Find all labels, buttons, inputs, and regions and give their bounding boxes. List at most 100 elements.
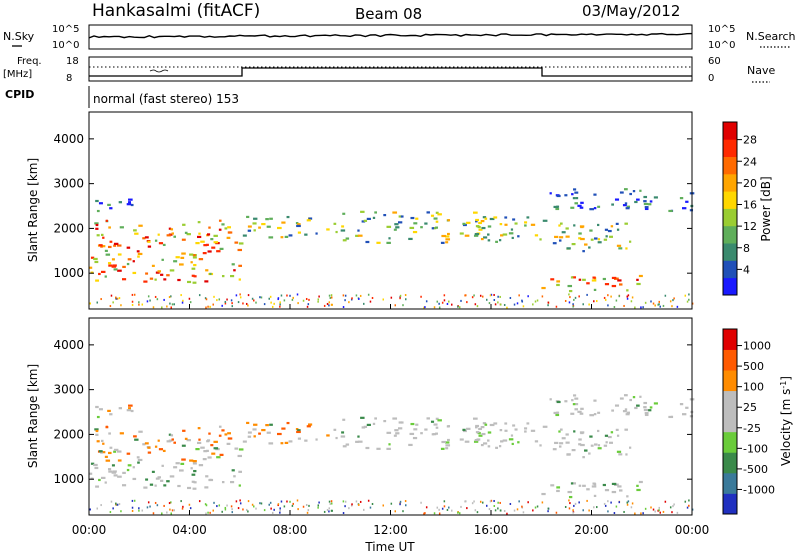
- velocity-colorbar-blocks: [723, 329, 737, 515]
- velocity-echo-cell: [198, 500, 201, 503]
- velocity-echo-cell: [685, 406, 689, 409]
- power-echo-cell: [588, 303, 590, 306]
- power-echo-cell: [643, 200, 647, 203]
- velocity-echo-cell: [260, 502, 263, 505]
- power-echo-cell: [204, 297, 207, 300]
- velocity-echo-cell: [108, 432, 111, 435]
- velocity-echo-cell: [132, 466, 135, 469]
- power-echo-cell: [90, 271, 94, 274]
- power-echo-cell: [499, 223, 503, 226]
- power-echo-cell: [227, 226, 232, 229]
- velocity-echo-cell: [625, 453, 628, 456]
- velocity-echo-cell: [478, 434, 483, 437]
- velocity-echo-cell: [437, 419, 442, 422]
- velocity-echo-cell: [286, 421, 290, 425]
- velocity-echo-cell: [534, 440, 539, 443]
- velocity-echo-cell: [445, 447, 449, 450]
- power-echo-cell: [304, 233, 308, 236]
- velocity-echo-cell: [580, 443, 585, 447]
- velocity-echo-cell: [574, 502, 577, 505]
- power-echo-cell: [205, 269, 209, 272]
- velocity-echo-cell: [237, 507, 240, 510]
- power-echo-cell: [448, 300, 450, 303]
- freq-label: Freq.: [17, 56, 42, 67]
- power-echo-cell: [604, 283, 610, 286]
- power-echo-cell: [154, 295, 157, 298]
- power-echo-cell: [366, 217, 371, 221]
- velocity-echo-cell: [224, 433, 228, 436]
- velocity-echo-cell: [513, 509, 516, 512]
- velocity-echo-cell: [476, 511, 479, 514]
- velocity-echo-cell: [636, 404, 640, 407]
- power-echo-cell: [613, 306, 616, 309]
- power-echo-cell: [246, 215, 250, 219]
- velocity-echo-cell: [212, 509, 214, 512]
- power-echo-cell: [235, 294, 238, 297]
- velocity-echo-cell: [147, 451, 152, 454]
- velocity-echo-cell: [404, 500, 407, 503]
- velocity-echo-cell: [154, 501, 157, 504]
- power-echo-cell: [517, 235, 520, 238]
- power-echo-cell: [291, 298, 294, 301]
- velocity-echo-cell: [213, 501, 215, 504]
- velocity-echo-cell: [570, 412, 575, 415]
- power-echo-cell: [579, 206, 584, 209]
- velocity-echo-cell: [105, 425, 108, 428]
- velocity-echo-cell: [578, 501, 580, 504]
- velocity-echo-cell: [484, 423, 488, 426]
- velocity-echo-cell: [96, 415, 100, 419]
- velocity-echo-cell: [689, 415, 694, 418]
- power-echo-cell: [116, 297, 119, 300]
- velocity-echo-cell: [297, 437, 301, 440]
- velocity-echo-cell: [644, 507, 647, 510]
- power-echo-cell: [326, 302, 329, 305]
- power-echo-cell: [618, 295, 621, 298]
- power-echo-cell: [556, 280, 561, 283]
- velocity-echo-cell: [619, 489, 623, 492]
- velocity-echo-cell: [409, 432, 415, 436]
- velocity-echo-cell: [192, 462, 197, 465]
- velocity-echo-cell: [390, 502, 393, 505]
- velocity-echo-cell: [242, 508, 244, 511]
- power-echo-cell: [584, 243, 588, 246]
- power-echo-cell: [113, 244, 117, 247]
- power-echo-cell: [155, 271, 160, 274]
- colorbar-block: [723, 173, 737, 192]
- velocity-echo-cell: [647, 409, 652, 412]
- power-echo-cell: [188, 297, 191, 300]
- power-echo-cell: [622, 204, 627, 207]
- velocity-echo-cell: [424, 428, 428, 431]
- velocity-echo-cell: [328, 507, 331, 510]
- velocity-echo-cell: [589, 435, 593, 438]
- velocity-echo-cell: [130, 409, 134, 413]
- power-echo-cell: [192, 281, 197, 284]
- power-echo-cell: [149, 299, 151, 302]
- power-echo-cell: [498, 239, 502, 242]
- power-echo-cell: [365, 240, 370, 244]
- velocity-echo-cell: [536, 505, 539, 508]
- velocity-echo-cell: [462, 428, 466, 431]
- power-echo-cell: [610, 225, 614, 228]
- power-colorbar: 4 8 12 16 20 24 28 Power [dB]: [722, 121, 773, 296]
- power-echo-cell: [509, 296, 512, 299]
- velocity-echo-cell: [218, 434, 222, 437]
- power-panel: 1000 2000 3000 4000 Slant Range [km]: [26, 111, 695, 310]
- velocity-echo-cell: [348, 507, 350, 510]
- velocity-echo-cell: [315, 438, 318, 441]
- power-echo-cell: [213, 241, 219, 244]
- power-echo-cell: [629, 240, 632, 243]
- velocity-echo-cell: [671, 511, 673, 514]
- power-echo-cell: [335, 230, 338, 234]
- velocity-echo-cell: [524, 427, 528, 430]
- power-echo-cell: [623, 304, 625, 307]
- velocity-echo-cell: [224, 508, 227, 511]
- velocity-echo-cell: [246, 421, 250, 425]
- power-echo-cell: [198, 294, 201, 297]
- colorbar-block: [723, 472, 737, 494]
- velocity-echo-cell: [532, 509, 534, 512]
- velocity-echo-cell: [216, 505, 218, 508]
- power-echo-cell: [131, 293, 134, 296]
- velocity-echo-cell: [238, 470, 243, 473]
- velocity-echo-cell: [230, 480, 235, 484]
- power-echo-cell: [253, 299, 255, 302]
